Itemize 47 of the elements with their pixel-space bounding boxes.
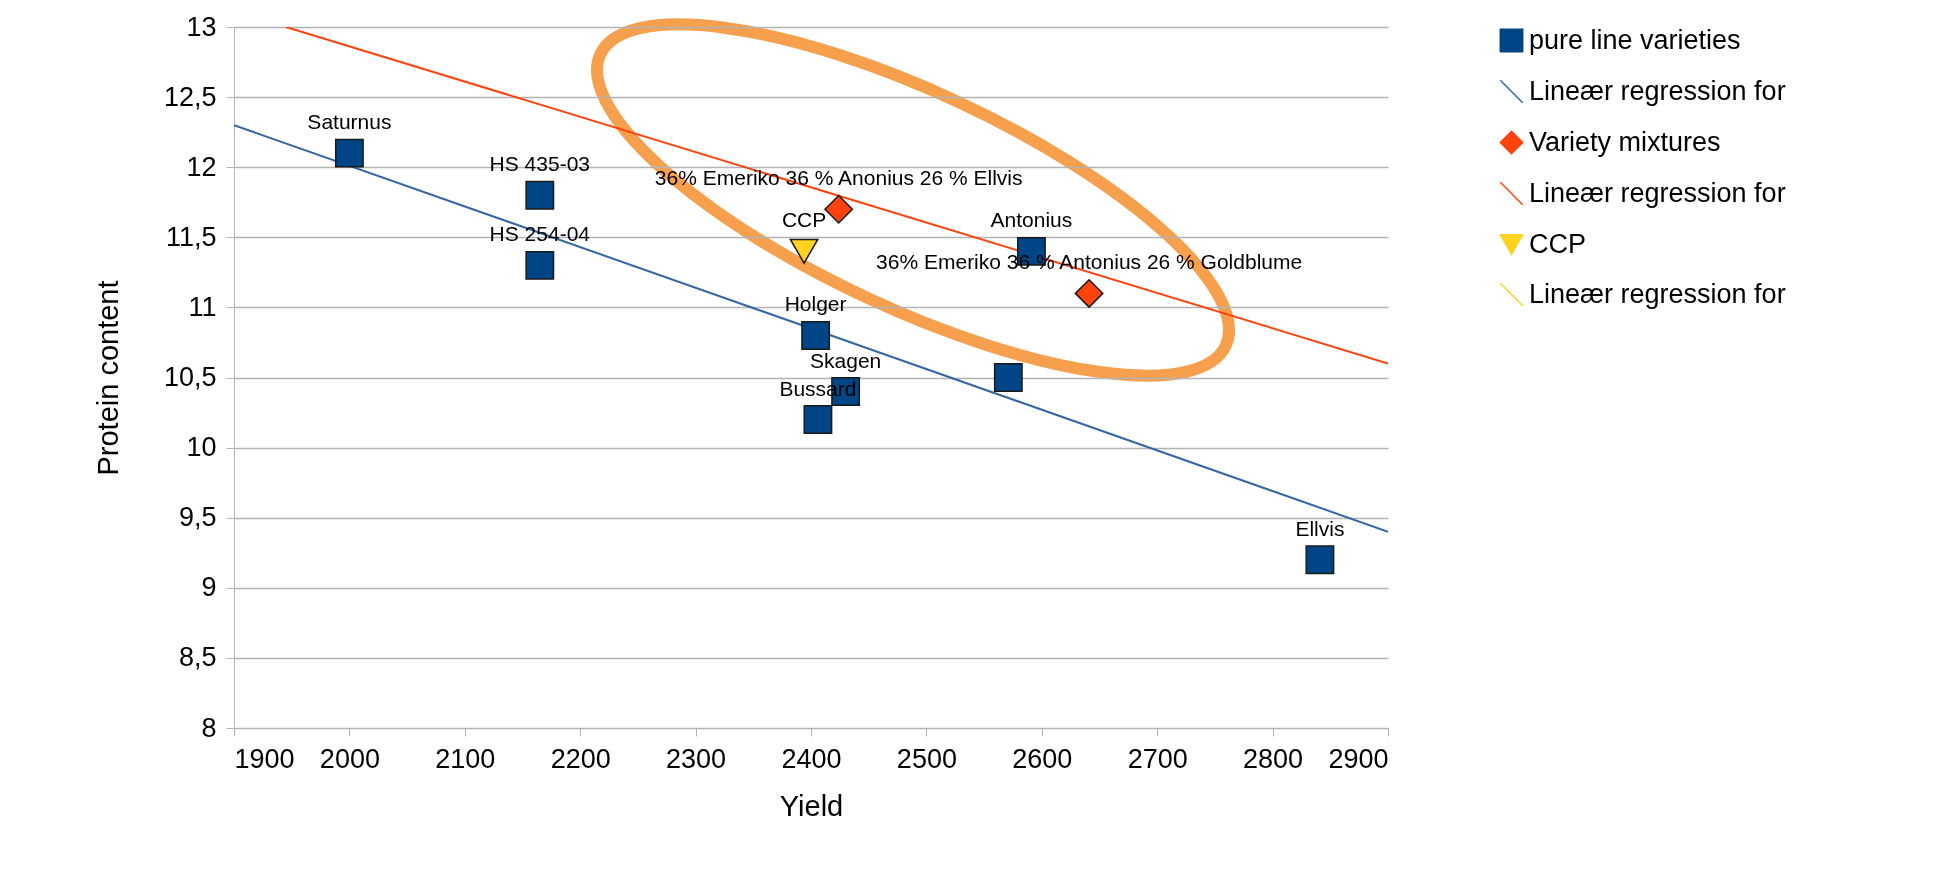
y-tick-label: 9,5 <box>178 502 217 533</box>
y-tick-label: 8,5 <box>178 642 217 673</box>
y-tick-label: 10,5 <box>163 362 217 392</box>
point <box>789 238 819 264</box>
annotation: Saturnus <box>307 110 392 134</box>
annotation: Skagen <box>810 348 882 372</box>
legend-label: Lineær regression for <box>1529 75 1786 106</box>
point <box>1305 545 1335 575</box>
y-tick-label: 11 <box>188 291 217 322</box>
annotation: Holger <box>784 292 847 316</box>
y-tick-label: 8 <box>201 712 217 743</box>
annotation: CCP <box>781 208 827 232</box>
legend-label: Lineær regression for <box>1529 278 1786 309</box>
y-tick-label: 10 <box>186 432 217 463</box>
x-tick-label: 2000 <box>319 743 380 774</box>
point <box>334 138 364 168</box>
point <box>824 194 854 224</box>
legend-label: CCP <box>1529 228 1587 259</box>
annotation: Ellvis <box>1295 516 1345 540</box>
x-tick-label: 2300 <box>666 743 727 774</box>
x-tick-label: 2400 <box>781 743 842 774</box>
point <box>993 363 1023 392</box>
x-axis-title: Yield <box>779 789 844 822</box>
annotation: Antonius <box>990 208 1073 232</box>
legend-label: Variety mixtures <box>1529 126 1721 157</box>
x-tick-label: 2900 <box>1328 743 1389 774</box>
y-tick-label: 13 <box>186 11 217 42</box>
legend-label: pure line varieties <box>1529 24 1741 55</box>
y-axis-title: Protein content <box>91 280 124 476</box>
y-tick-label: 11,5 <box>165 221 217 252</box>
y-tick-label: 12 <box>186 151 217 182</box>
point <box>525 250 555 280</box>
legend-label: Lineær regression for <box>1529 177 1786 208</box>
point <box>801 321 831 350</box>
x-tick-label: 2600 <box>1012 743 1073 774</box>
y-tick-label: 12,5 <box>163 81 217 112</box>
x-tick-label: 2200 <box>550 743 611 774</box>
x-tick-label: 2500 <box>896 743 957 774</box>
point <box>1074 278 1104 308</box>
point <box>525 180 555 210</box>
x-tick-label: 2800 <box>1243 743 1304 774</box>
point <box>803 405 833 434</box>
x-tick-label: 1900 <box>234 743 295 774</box>
x-tick-label: 2100 <box>435 743 496 774</box>
y-tick-label: 9 <box>201 572 217 603</box>
annotation: HS 435-03 <box>489 152 591 176</box>
x-tick-label: 2700 <box>1127 743 1188 774</box>
